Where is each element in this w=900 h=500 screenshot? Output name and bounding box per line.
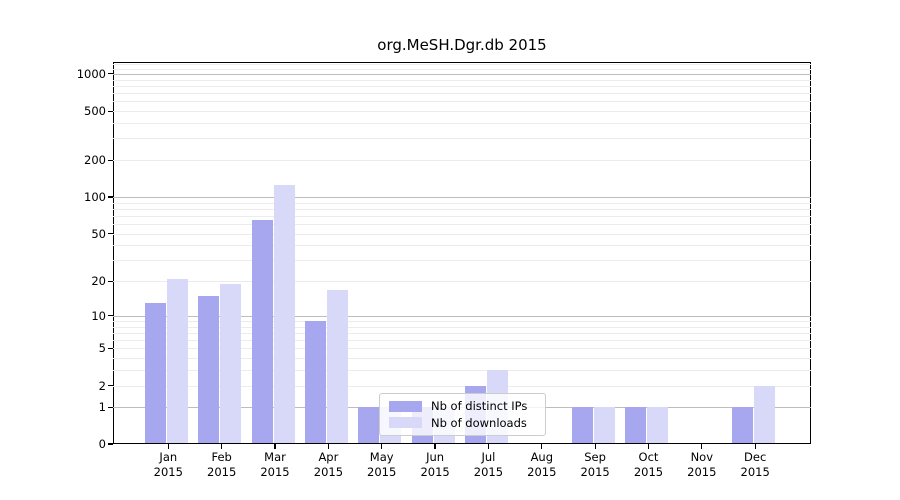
y-tick-mark: [108, 347, 113, 349]
legend-swatch-downloads-icon: [389, 417, 422, 429]
y-gridline: [113, 370, 811, 372]
x-tick-mark: [541, 444, 543, 449]
x-tick-label: Oct 2015: [633, 450, 664, 479]
x-tick-label: Apr 2015: [313, 450, 344, 479]
y-gridline: [113, 260, 811, 262]
y-gridline: [113, 245, 811, 247]
y-tick-mark: [108, 406, 113, 408]
x-tick-mark: [381, 444, 383, 449]
x-tick-label: Sep 2015: [580, 450, 610, 479]
y-tick-label: 100: [84, 190, 106, 204]
chart-title: org.MeSH.Dgr.db 2015: [377, 36, 547, 54]
y-gridline: [113, 224, 811, 225]
x-tick-label: Jun 2015: [420, 450, 450, 479]
legend-label: Nb of downloads: [431, 415, 527, 430]
x-tick-label: Feb 2015: [207, 450, 237, 479]
x-tick-mark: [434, 444, 436, 449]
x-tick-mark: [701, 444, 703, 449]
y-tick-mark: [108, 315, 113, 317]
y-gridline: [113, 123, 811, 124]
y-gridline: [113, 202, 811, 204]
y-tick-label: 10: [91, 308, 106, 323]
y-tick-mark: [108, 196, 113, 198]
x-tick-label: Jan 2015: [153, 450, 183, 479]
x-tick-label: Nov 2015: [687, 450, 717, 479]
y-gridline: [113, 79, 811, 81]
y-gridline: [113, 197, 811, 198]
y-tick-mark: [108, 280, 113, 282]
y-gridline: [113, 85, 811, 87]
y-gridline: [113, 358, 811, 360]
x-tick-mark: [274, 444, 276, 449]
x-tick-label: Aug 2015: [527, 450, 557, 479]
y-gridline: [113, 348, 811, 350]
y-tick-mark: [108, 443, 113, 445]
y-gridline: [113, 68, 811, 70]
y-tick-mark: [108, 385, 113, 387]
legend-item-downloads: Nb of downloads: [389, 416, 536, 430]
y-tick-label: 5: [98, 341, 106, 356]
x-tick-mark: [487, 444, 489, 449]
y-tick-label: 20: [91, 274, 106, 289]
x-tick-label: Mar 2015: [260, 450, 290, 479]
y-tick-mark: [108, 110, 113, 112]
bar-distinct_ips-jan: [144, 303, 166, 443]
y-tick-mark: [108, 159, 113, 161]
x-tick-mark: [754, 444, 756, 449]
x-tick-mark: [167, 444, 169, 449]
y-gridline: [113, 160, 811, 162]
x-tick-mark: [327, 444, 329, 449]
legend-swatch-distinct-ips-icon: [389, 400, 422, 412]
bar-distinct_ips-may: [358, 407, 380, 443]
bar-distinct_ips-apr: [304, 321, 326, 443]
bar-downloads-oct: [647, 407, 668, 443]
y-gridline: [113, 333, 811, 334]
y-gridline: [113, 208, 811, 210]
bar-downloads-apr: [326, 289, 348, 443]
y-gridline: [113, 73, 811, 75]
y-tick-label: 50: [91, 226, 106, 241]
y-gridline: [113, 111, 811, 113]
y-tick-label: 1000: [76, 66, 106, 81]
x-tick-label: Jul 2015: [473, 450, 504, 479]
y-tick-mark: [108, 233, 113, 235]
y-gridline: [113, 385, 811, 387]
bar-downloads-sep: [593, 407, 615, 443]
bar-downloads-feb: [220, 283, 242, 443]
x-tick-label: Dec 2015: [740, 450, 770, 479]
bar-downloads-mar: [273, 184, 295, 443]
y-gridline: [113, 93, 811, 95]
x-tick-mark: [647, 444, 650, 449]
bar-downloads-jan: [166, 278, 188, 443]
y-gridline: [113, 326, 811, 328]
y-tick-label: 1: [98, 400, 106, 415]
bar-distinct_ips-dec: [731, 407, 753, 443]
x-tick-label: May 2015: [367, 450, 397, 479]
bar-distinct_ips-feb: [198, 295, 220, 443]
y-tick-label: 2: [98, 378, 106, 393]
y-gridline: [113, 281, 811, 283]
x-tick-mark: [594, 444, 596, 449]
bar-distinct_ips-mar: [251, 219, 273, 443]
x-tick-mark: [221, 444, 223, 449]
y-tick-mark: [108, 73, 113, 75]
legend: Nb of distinct IPs Nb of downloads: [379, 393, 546, 436]
y-tick-label: 0: [98, 437, 106, 451]
bar-downloads-dec: [753, 385, 775, 443]
y-gridline: [113, 138, 811, 140]
bar-distinct_ips-oct: [625, 407, 646, 443]
legend-label: Nb of distinct IPs: [431, 399, 528, 414]
y-tick-label: 500: [84, 104, 106, 119]
y-tick-label: 200: [84, 153, 106, 168]
y-gridline: [113, 101, 811, 103]
y-gridline: [113, 340, 811, 342]
legend-item-distinct-ips: Nb of distinct IPs: [389, 399, 536, 413]
y-gridline: [113, 215, 811, 217]
bar-distinct_ips-sep: [571, 407, 593, 443]
y-gridline: [113, 321, 811, 322]
y-gridline: [113, 233, 811, 235]
y-gridline: [113, 315, 811, 317]
y-gridline: [113, 64, 811, 66]
